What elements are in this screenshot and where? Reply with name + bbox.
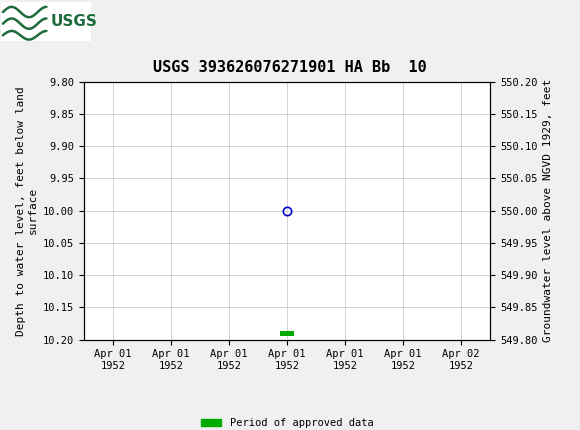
Y-axis label: Groundwater level above NGVD 1929, feet: Groundwater level above NGVD 1929, feet bbox=[543, 79, 553, 342]
Legend: Period of approved data: Period of approved data bbox=[197, 414, 378, 430]
Y-axis label: Depth to water level, feet below land
surface: Depth to water level, feet below land su… bbox=[16, 86, 38, 335]
Text: USGS 393626076271901 HA Bb  10: USGS 393626076271901 HA Bb 10 bbox=[153, 60, 427, 75]
Text: USGS: USGS bbox=[51, 14, 98, 29]
Bar bbox=[280, 331, 294, 336]
FancyBboxPatch shape bbox=[1, 2, 91, 41]
